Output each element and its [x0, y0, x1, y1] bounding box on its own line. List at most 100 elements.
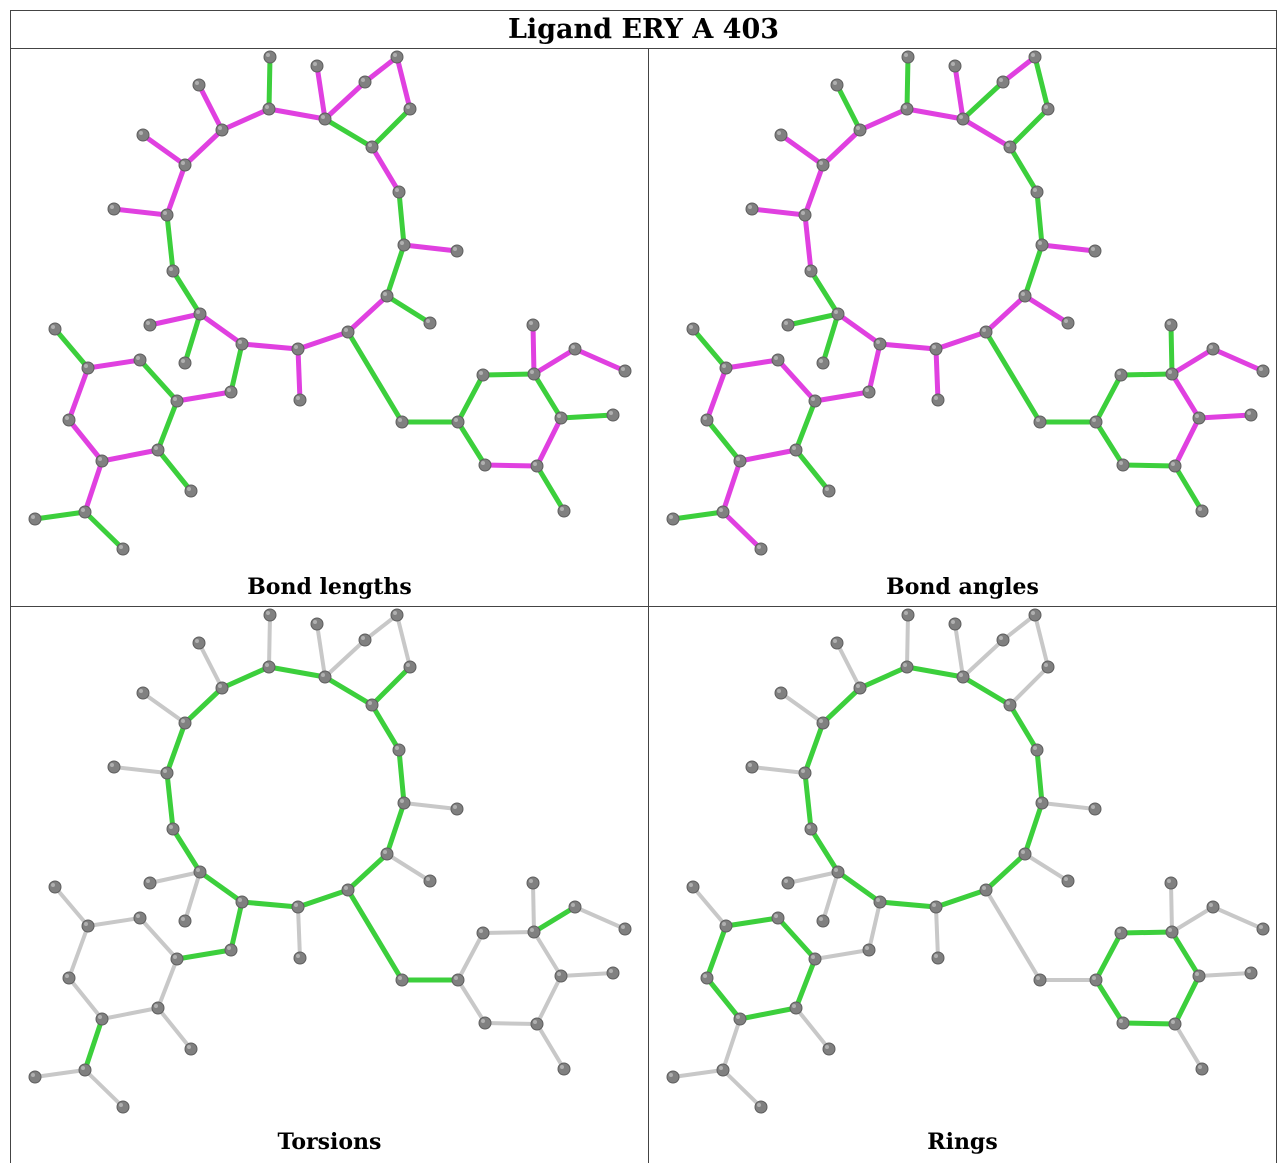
bond-outlier [197, 311, 245, 347]
atom-highlight [163, 211, 167, 215]
bond-ok [396, 189, 407, 248]
atom [1256, 922, 1270, 936]
bond-neutral [1211, 905, 1265, 931]
bond-ok [802, 770, 814, 832]
atom [341, 883, 355, 897]
bond-neutral [1169, 881, 1174, 934]
bond-neutral [385, 852, 432, 883]
bond-outlier [85, 357, 143, 371]
bond-neutral [315, 622, 327, 679]
atom-highlight [904, 611, 908, 615]
atom-highlight [313, 620, 317, 624]
bond-neutral [183, 870, 202, 923]
atom [526, 876, 540, 890]
atom-highlight [1198, 507, 1202, 511]
atom-highlight [1006, 701, 1010, 705]
atom [745, 202, 759, 216]
atom-highlight [1044, 663, 1048, 667]
atom-highlight [400, 241, 404, 245]
atom-highlight [453, 247, 457, 251]
atom-highlight [136, 356, 140, 360]
bond-ok [266, 664, 328, 680]
bond-ok [983, 329, 1043, 425]
atom-highlight [136, 914, 140, 918]
atom [1168, 1017, 1182, 1031]
bond-neutral [813, 948, 871, 961]
bond-ok [82, 1016, 105, 1073]
atom-highlight [187, 487, 191, 491]
bond-ok [164, 770, 176, 832]
bond-neutral [905, 613, 910, 669]
bond-ok [1022, 800, 1045, 857]
bond-neutral [141, 691, 187, 725]
atom-highlight [1038, 799, 1042, 803]
atom [1165, 367, 1179, 381]
bond-ok [322, 674, 375, 708]
atom [476, 926, 490, 940]
table-border-top [10, 10, 1277, 11]
atom-highlight [398, 976, 402, 980]
atom-highlight [876, 898, 880, 902]
atom-highlight [195, 81, 199, 85]
atom-highlight [959, 115, 963, 119]
atom-highlight [479, 371, 483, 375]
bond-ok [369, 106, 413, 150]
atom [789, 443, 803, 457]
bond-ok [228, 899, 245, 953]
atom-highlight [560, 1065, 564, 1069]
atom [781, 318, 795, 332]
row-divider [10, 606, 1277, 607]
atom [931, 951, 945, 965]
bond-neutral [86, 916, 142, 928]
atom-highlight [959, 673, 963, 677]
atom [451, 973, 465, 987]
table-border-left [10, 10, 11, 1163]
atom-highlight [669, 1073, 673, 1077]
atom [822, 484, 836, 498]
column-divider [648, 48, 649, 1163]
bond-outlier [140, 132, 188, 168]
atom [193, 865, 207, 879]
atom-highlight [1168, 370, 1172, 374]
atom [178, 914, 192, 928]
atom [1114, 926, 1128, 940]
atom-highlight [1036, 976, 1040, 980]
atom [700, 413, 714, 427]
atom-highlight [533, 462, 537, 466]
atom [754, 542, 768, 556]
atom [754, 1100, 768, 1114]
atom-highlight [146, 879, 150, 883]
bond-ok [808, 268, 841, 317]
atom-highlight [181, 359, 185, 363]
atom [862, 385, 876, 399]
atom-highlight [406, 105, 410, 109]
bond-ok [820, 685, 863, 726]
atom [1244, 966, 1258, 980]
atom-highlight [557, 414, 561, 418]
atom [948, 617, 962, 631]
bond-neutral [1173, 1022, 1204, 1071]
atom [62, 413, 76, 427]
bond-ok [384, 800, 407, 857]
atom-highlight [982, 886, 986, 890]
atom-highlight [951, 620, 955, 624]
bond-ok [197, 869, 245, 905]
bond-outlier [530, 322, 537, 377]
atom [1041, 102, 1055, 116]
atom [1035, 796, 1049, 810]
atom-highlight [777, 131, 781, 135]
atom [224, 385, 238, 399]
atom-highlight [1091, 247, 1095, 251]
atom [166, 264, 180, 278]
atom [48, 880, 62, 894]
atom-highlight [169, 267, 173, 271]
bond-outlier [99, 447, 161, 464]
bond-outlier [295, 346, 303, 403]
bond-ok [182, 685, 225, 726]
bond-outlier [1169, 346, 1216, 377]
bond-ok [793, 447, 832, 494]
atom [716, 505, 730, 519]
atom [28, 1070, 42, 1084]
atom [263, 50, 277, 64]
bond-outlier [314, 63, 328, 122]
